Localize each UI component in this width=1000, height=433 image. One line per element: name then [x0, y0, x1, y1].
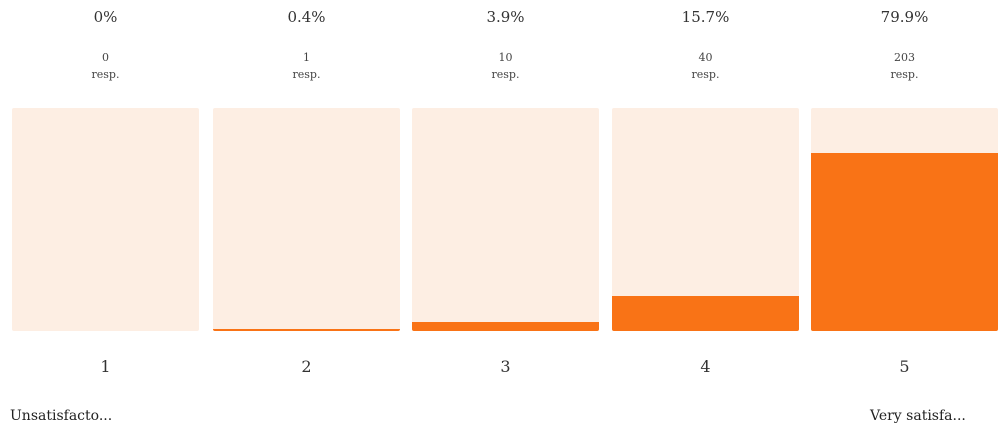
- high-end-label: Very satisfa...: [870, 408, 966, 424]
- bar: [811, 152, 998, 331]
- bar-track: [412, 108, 599, 331]
- bar-track: [213, 108, 400, 331]
- response-unit: resp.: [292, 68, 321, 81]
- percent-label: 79.9%: [880, 8, 929, 26]
- response-unit: resp.: [491, 68, 520, 81]
- response-unit: resp.: [691, 68, 720, 81]
- bar: [412, 322, 599, 331]
- bar: [213, 329, 400, 331]
- response-count: 1: [303, 51, 310, 64]
- rating-label: 5: [899, 357, 910, 376]
- response-count: 203: [894, 51, 915, 64]
- response-count: 0: [102, 51, 109, 64]
- percent-label: 0%: [93, 8, 118, 26]
- response-count: 10: [498, 51, 513, 64]
- percent-label: 15.7%: [681, 8, 730, 26]
- bar-track: [612, 108, 799, 331]
- low-end-label: Unsatisfacto...: [10, 408, 113, 424]
- rating-label: 4: [700, 357, 711, 376]
- rating-label: 3: [500, 357, 511, 376]
- rating-label: 1: [100, 357, 111, 376]
- percent-label: 3.9%: [486, 8, 525, 26]
- response-unit: resp.: [890, 68, 919, 81]
- rating-label: 2: [301, 357, 312, 376]
- bar-track: [12, 108, 199, 331]
- response-unit: resp.: [91, 68, 120, 81]
- response-count: 40: [698, 51, 713, 64]
- bar: [612, 296, 799, 331]
- bar-track: [811, 108, 998, 331]
- percent-label: 0.4%: [287, 8, 326, 26]
